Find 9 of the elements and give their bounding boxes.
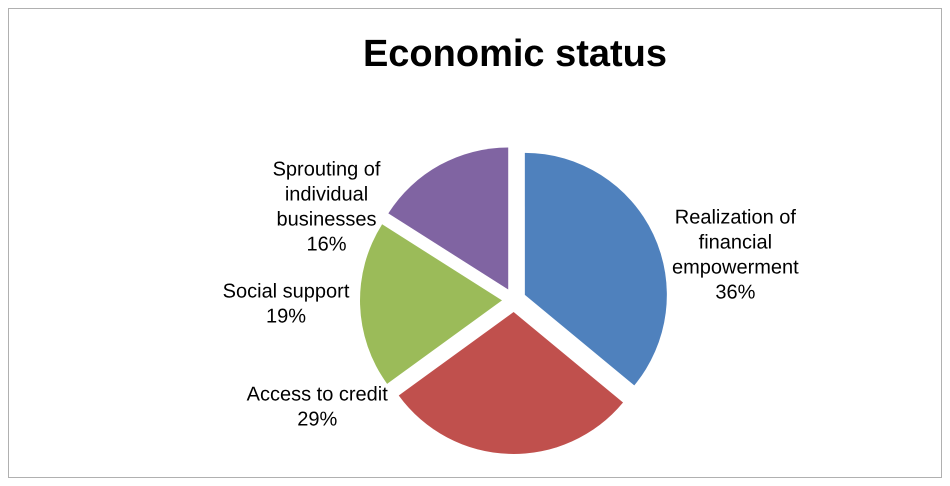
data-label: 29% [297,408,338,430]
slice-label: Social support [222,280,350,302]
slice-label: Sprouting of individual businesses [272,158,381,231]
data-label: 19% [266,305,306,328]
slice-label: Realization of financial empowerment [672,206,800,279]
data-label: 16% [306,234,347,256]
data-label: 36% [715,282,756,304]
slice-label: Access to credit [246,383,388,406]
chart-title: Economic status [362,33,668,75]
